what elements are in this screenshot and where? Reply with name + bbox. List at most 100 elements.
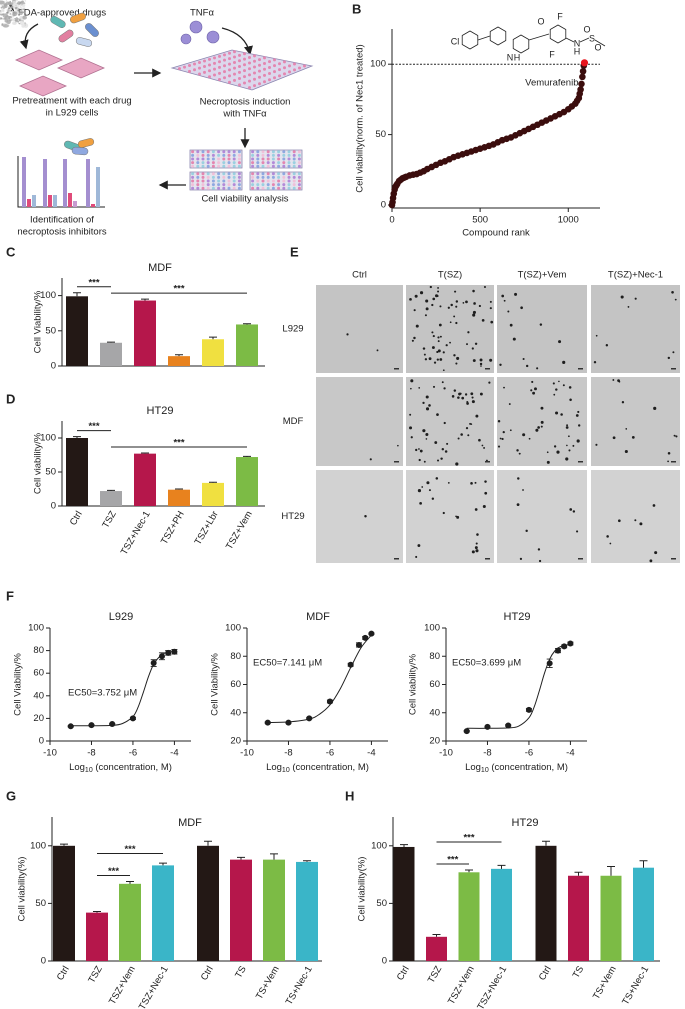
- well: [248, 67, 251, 71]
- dead-cell: [410, 379, 414, 383]
- well: [201, 157, 205, 161]
- scale-bar: [394, 558, 399, 560]
- well: [292, 150, 296, 154]
- dead-cell: [672, 351, 675, 354]
- data-point: [525, 706, 532, 713]
- texture-cell: [17, 14, 21, 16]
- well: [203, 65, 206, 69]
- plate: [56, 57, 106, 79]
- well: [217, 186, 221, 190]
- bar: [236, 457, 258, 506]
- well: [277, 157, 281, 161]
- dead-cell: [456, 515, 460, 519]
- error-bar: [107, 489, 115, 492]
- capsule: [77, 138, 95, 148]
- data-point: [362, 634, 369, 641]
- well: [261, 150, 265, 154]
- dead-cell: [440, 457, 443, 460]
- well: [263, 61, 266, 65]
- x-axis-label-part: Log: [69, 762, 85, 773]
- well: [251, 164, 255, 168]
- well: [213, 56, 216, 60]
- dead-cell: [455, 362, 458, 365]
- dead-cell: [537, 548, 541, 551]
- well: [196, 157, 200, 161]
- well: [266, 164, 270, 168]
- y-axis-label: Cell viability(%): [17, 857, 28, 922]
- well: [232, 153, 236, 157]
- structure-ring: [489, 26, 507, 46]
- well: [211, 186, 215, 190]
- well: [238, 77, 241, 81]
- well: [287, 172, 291, 176]
- data-point: [264, 719, 271, 726]
- well: [283, 60, 286, 64]
- well: [237, 175, 241, 179]
- texture-cell: [22, 15, 27, 20]
- y-tick-label: 20: [230, 736, 241, 747]
- chart-title: MDF: [178, 817, 202, 829]
- y-tick-label: 0: [41, 956, 46, 967]
- well: [287, 150, 291, 154]
- well: [191, 164, 195, 168]
- data-point: [88, 722, 95, 729]
- well: [228, 62, 231, 66]
- dead-cell: [439, 305, 442, 308]
- dead-cell: [473, 302, 476, 305]
- dead-cell: [369, 458, 372, 461]
- error-bar: [237, 856, 245, 860]
- bar: [53, 845, 75, 961]
- dead-cell: [413, 336, 416, 340]
- chart-title: L929: [109, 611, 133, 623]
- error-bar: [303, 860, 311, 862]
- x-tick-label: TSZ+Vem: [224, 509, 255, 551]
- well: [266, 172, 270, 176]
- well: [211, 161, 215, 165]
- well: [206, 153, 210, 157]
- well: [282, 179, 286, 183]
- well: [232, 164, 236, 168]
- well: [282, 161, 286, 165]
- well: [287, 175, 291, 179]
- well: [232, 172, 236, 176]
- well: [256, 161, 260, 165]
- well: [238, 59, 241, 63]
- arrow: [221, 27, 253, 56]
- x-tick-label: TSZ+Nec-1: [137, 964, 171, 1009]
- well: [213, 67, 216, 71]
- x-tick-label: TS+Nec-1: [620, 964, 651, 1007]
- dead-cell: [409, 426, 413, 430]
- dead-cell: [476, 533, 479, 536]
- dead-cell: [437, 340, 440, 343]
- dead-cell: [539, 323, 543, 326]
- well: [251, 153, 255, 157]
- error-bar: [93, 910, 101, 913]
- well: [227, 153, 231, 157]
- chart-title: MDF: [148, 262, 172, 274]
- dead-cell: [671, 290, 674, 294]
- capsule: [85, 23, 99, 37]
- well: [238, 83, 241, 87]
- well: [251, 179, 255, 183]
- texture-cell: [24, 0, 27, 2]
- x-axis-label-part: Log: [266, 762, 282, 773]
- dead-cell: [453, 389, 457, 392]
- well: [217, 157, 221, 161]
- dead-cell: [462, 302, 465, 304]
- well: [256, 150, 260, 154]
- dead-cell: [449, 341, 451, 344]
- well: [243, 57, 246, 61]
- dead-cell: [483, 285, 487, 289]
- well: [227, 179, 231, 183]
- dead-cell: [514, 292, 518, 296]
- texture-cell: [2, 24, 9, 28]
- texture-cell: [0, 10, 2, 12]
- error-bar: [126, 881, 134, 884]
- well: [223, 70, 226, 74]
- well: [251, 150, 255, 154]
- panel-label: D: [6, 391, 15, 406]
- dead-cell: [438, 323, 442, 327]
- dead-cell: [376, 349, 379, 352]
- well: [237, 157, 241, 161]
- dead-cell: [449, 321, 452, 324]
